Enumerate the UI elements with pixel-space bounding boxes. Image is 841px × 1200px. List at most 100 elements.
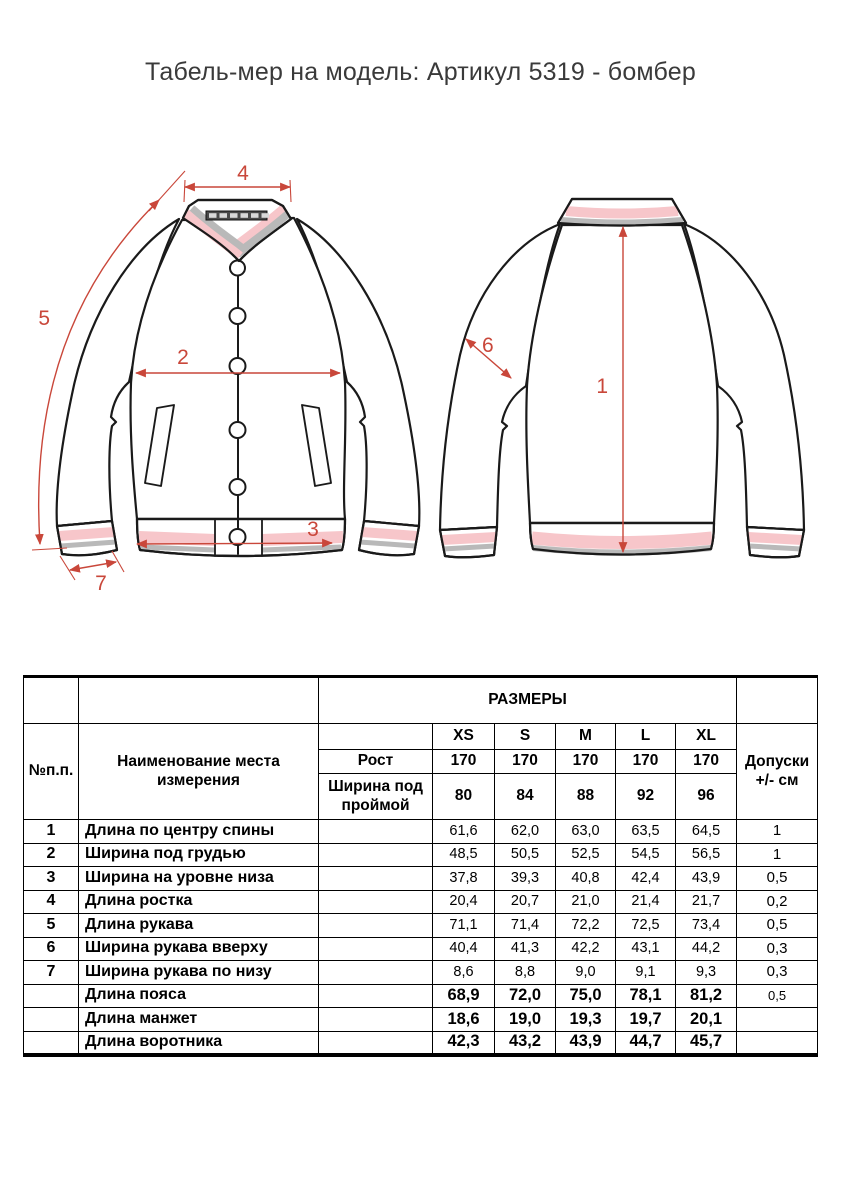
row-number-cell: 1 <box>23 819 79 844</box>
size-value-cell: 68,9 <box>432 983 495 1008</box>
size-label-l: L <box>615 723 676 750</box>
right-welt-pocket <box>301 404 332 487</box>
size-value-cell: 44,2 <box>674 936 738 961</box>
size-value-cell: 72,0 <box>494 983 556 1008</box>
table-row: Длина манжет 18,6 19,0 19,3 19,7 20,1 <box>23 1007 819 1032</box>
measure-name-cell: Длина ростка <box>78 889 319 914</box>
size-value-cell: 50,5 <box>494 842 556 867</box>
size-value-cell: 39,3 <box>494 866 556 891</box>
size-value-cell: 43,1 <box>615 936 676 961</box>
measure-name-cell: Ширина на уровне низа <box>78 866 319 891</box>
size-value-cell: 41,3 <box>494 936 556 961</box>
size-value-cell: 64,5 <box>674 819 738 844</box>
tolerance-header: Допуски +/- см <box>736 723 819 820</box>
measure-name-cell: Ширина под грудью <box>78 842 319 867</box>
rost-label-cell: Рост <box>318 749 433 774</box>
shirina-value-cell: 84 <box>494 773 556 820</box>
measure-name-cell: Ширина рукава вверху <box>78 936 319 961</box>
back-right-cuff <box>745 525 806 559</box>
size-value-cell: 44,7 <box>615 1030 676 1055</box>
dimension-3-label: 3 <box>307 518 319 541</box>
size-label-xs: XS <box>432 723 495 750</box>
dimension-2-label: 2 <box>177 346 189 369</box>
size-value-cell: 43,9 <box>674 866 738 891</box>
size-value-cell: 62,0 <box>494 819 556 844</box>
size-value-cell: 71,4 <box>494 913 556 938</box>
size-value-cell: 40,8 <box>555 866 616 891</box>
spacer-cell <box>318 960 433 985</box>
tolerance-cell: 0,5 <box>736 913 819 938</box>
corner-empty-cell <box>23 676 79 724</box>
rost-value-cell: 170 <box>432 749 495 774</box>
row-number-cell: 7 <box>23 960 79 985</box>
neck-tape-stitches <box>209 213 269 218</box>
dimension-7: 7 <box>59 550 125 595</box>
spacer-cell <box>318 983 433 1008</box>
subheader-empty-cell <box>318 723 433 750</box>
shirina-label-cell: Ширина под проймой <box>318 773 433 820</box>
size-value-cell: 42,3 <box>432 1030 495 1055</box>
dimension-5-label: 5 <box>38 307 50 330</box>
measure-name-cell: Длина манжет <box>78 1007 319 1032</box>
front-left-cuff <box>55 519 119 557</box>
measure-name-cell: Ширина рукава по низу <box>78 960 319 985</box>
table-row: Длина воротника 42,3 43,2 43,9 44,7 45,7 <box>23 1030 819 1055</box>
spacer-cell <box>318 889 433 914</box>
corner-empty-cell <box>736 676 819 724</box>
tolerance-cell: 0,3 <box>736 936 819 961</box>
measure-name-cell: Длина пояса <box>78 983 319 1008</box>
size-value-cell: 42,4 <box>615 866 676 891</box>
size-value-cell: 54,5 <box>615 842 676 867</box>
size-value-cell: 21,0 <box>555 889 616 914</box>
size-value-cell: 8,6 <box>432 960 495 985</box>
row-number-cell: 4 <box>23 889 79 914</box>
size-value-cell: 21,4 <box>615 889 676 914</box>
row-number-cell: 3 <box>23 866 79 891</box>
size-value-cell: 20,4 <box>432 889 495 914</box>
size-value-cell: 19,0 <box>494 1007 556 1032</box>
size-value-cell: 9,3 <box>674 960 738 985</box>
size-label-xl: XL <box>674 723 738 750</box>
table-row: 3 Ширина на уровне низа 37,8 39,3 40,8 42,4 43… <box>23 866 819 891</box>
spacer-cell <box>318 1007 433 1032</box>
row-number-cell: 5 <box>23 913 79 938</box>
dimension-2: 2 <box>134 346 342 378</box>
technical-drawing: 4 5 2 3 7 <box>31 162 806 595</box>
size-value-cell: 42,2 <box>555 936 616 961</box>
table-row: 5 Длина рукава 71,1 71,4 72,2 72,5 73,4 0,5 <box>23 913 819 938</box>
size-value-cell: 48,5 <box>432 842 495 867</box>
table-row: 2 Ширина под грудью 48,5 50,5 52,5 54,5 56,5 1 <box>23 842 819 867</box>
snap-button <box>228 357 247 375</box>
rost-value-cell: 170 <box>674 749 738 774</box>
size-value-cell: 40,4 <box>432 936 495 961</box>
front-right-cuff <box>357 519 421 557</box>
size-value-cell: 43,9 <box>555 1030 616 1055</box>
rost-value-cell: 170 <box>615 749 676 774</box>
size-value-cell: 9,0 <box>555 960 616 985</box>
measure-name-cell: Длина по центру спины <box>78 819 319 844</box>
size-value-cell: 45,7 <box>674 1030 738 1055</box>
front-view: 4 5 2 3 7 <box>31 162 421 595</box>
shirina-value-cell: 96 <box>674 773 738 820</box>
row-number-cell <box>23 1030 79 1055</box>
tolerance-cell: 0,5 <box>736 983 819 1008</box>
size-value-cell: 18,6 <box>432 1007 495 1032</box>
tolerance-cell: 0,5 <box>736 866 819 891</box>
table-header: РАЗМЕРЫ №п.п. Наименование места измерен… <box>23 676 819 820</box>
size-value-cell: 19,3 <box>555 1007 616 1032</box>
size-value-cell: 63,5 <box>615 819 676 844</box>
tolerance-cell <box>736 1030 819 1055</box>
size-label-m: M <box>555 723 616 750</box>
size-value-cell: 19,7 <box>615 1007 676 1032</box>
size-label-s: S <box>494 723 556 750</box>
size-value-cell: 37,8 <box>432 866 495 891</box>
shirina-value-cell: 80 <box>432 773 495 820</box>
back-hem-ribbing <box>528 521 716 556</box>
size-value-cell: 20,7 <box>494 889 556 914</box>
rost-value-cell: 170 <box>555 749 616 774</box>
tolerance-cell: 1 <box>736 819 819 844</box>
spacer-cell <box>318 1030 433 1055</box>
size-value-cell: 81,2 <box>674 983 738 1008</box>
measure-name-cell: Длина рукава <box>78 913 319 938</box>
col-number-header: №п.п. <box>23 723 79 820</box>
